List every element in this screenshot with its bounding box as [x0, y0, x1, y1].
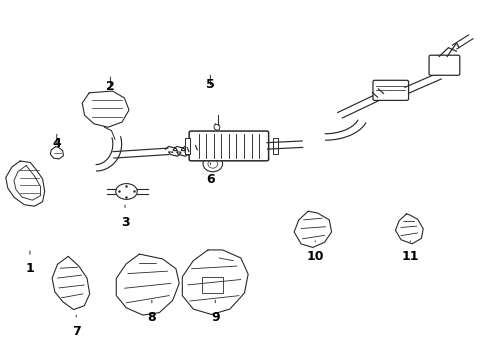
Text: 8: 8 — [147, 311, 156, 324]
Text: 10: 10 — [306, 250, 323, 263]
Text: 9: 9 — [210, 311, 219, 324]
Bar — [202, 277, 222, 293]
Bar — [184, 138, 189, 154]
Text: 7: 7 — [72, 325, 81, 338]
Text: 5: 5 — [205, 78, 214, 91]
Text: 1: 1 — [25, 262, 34, 275]
Text: 3: 3 — [121, 216, 129, 229]
FancyBboxPatch shape — [372, 80, 408, 100]
Text: 4: 4 — [52, 137, 61, 150]
Text: 11: 11 — [401, 250, 418, 263]
Text: 2: 2 — [106, 80, 115, 93]
FancyBboxPatch shape — [189, 131, 268, 161]
Text: 6: 6 — [205, 173, 214, 186]
Bar — [272, 138, 278, 154]
FancyBboxPatch shape — [428, 55, 459, 75]
